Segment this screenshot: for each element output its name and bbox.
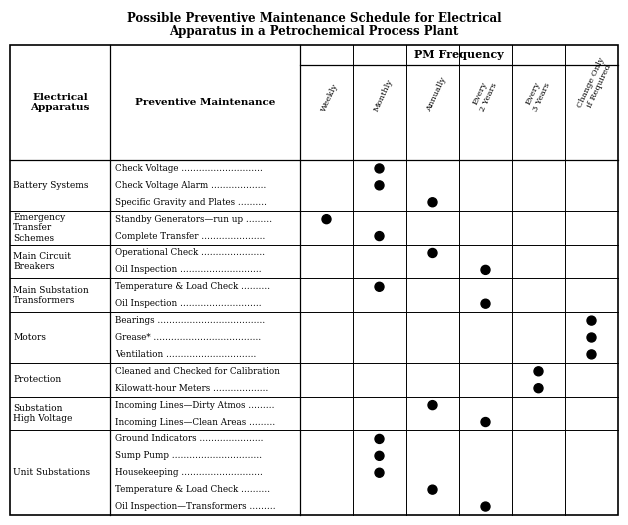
Circle shape	[375, 232, 384, 240]
Text: Kilowatt-hour Meters ……………….: Kilowatt-hour Meters ……………….	[115, 384, 268, 393]
Text: Weekly: Weekly	[319, 81, 339, 112]
Text: Monthly: Monthly	[372, 77, 394, 112]
Circle shape	[481, 299, 490, 308]
Text: Standby Generators—run up ………: Standby Generators—run up ………	[115, 215, 272, 224]
Text: Oil Inspection ……………………….: Oil Inspection ……………………….	[115, 299, 261, 308]
Text: Substation
High Voltage: Substation High Voltage	[13, 404, 72, 423]
Circle shape	[534, 384, 543, 393]
Text: Preventive Maintenance: Preventive Maintenance	[135, 98, 275, 107]
Text: Oil Inspection ……………………….: Oil Inspection ……………………….	[115, 265, 261, 275]
Text: Ventilation ………………………….: Ventilation ………………………….	[115, 350, 256, 359]
Text: Incoming Lines—Dirty Atmos ………: Incoming Lines—Dirty Atmos ………	[115, 401, 274, 410]
Text: PM Frequency: PM Frequency	[414, 49, 504, 60]
Text: Cleaned and Checked for Calibration: Cleaned and Checked for Calibration	[115, 367, 280, 376]
Text: Possible Preventive Maintenance Schedule for Electrical: Possible Preventive Maintenance Schedule…	[127, 12, 501, 25]
Text: Grease* ……………………………….: Grease* ……………………………….	[115, 333, 261, 342]
Circle shape	[322, 215, 331, 224]
Text: Main Substation
Transformers: Main Substation Transformers	[13, 286, 89, 305]
Circle shape	[375, 181, 384, 190]
Text: Complete Transfer ………………….: Complete Transfer ………………….	[115, 232, 265, 240]
Text: Ground Indicators ………………….: Ground Indicators ………………….	[115, 434, 263, 444]
Text: Main Circuit
Breakers: Main Circuit Breakers	[13, 251, 71, 271]
Text: Every
2 Years: Every 2 Years	[470, 77, 499, 112]
Circle shape	[375, 164, 384, 173]
Text: Check Voltage Alarm ……………….: Check Voltage Alarm ……………….	[115, 181, 266, 190]
Circle shape	[375, 468, 384, 477]
Bar	[10, 45, 618, 515]
Circle shape	[534, 367, 543, 376]
Circle shape	[481, 417, 490, 426]
Text: Battery Systems: Battery Systems	[13, 181, 89, 190]
Text: Electrical
Apparatus: Electrical Apparatus	[30, 93, 90, 112]
Text: Incoming Lines—Clean Areas ………: Incoming Lines—Clean Areas ………	[115, 417, 275, 426]
Text: Unit Substations: Unit Substations	[13, 468, 90, 477]
Circle shape	[481, 265, 490, 275]
Text: Bearings ……………………………….: Bearings ……………………………….	[115, 316, 265, 325]
Text: Check Voltage ……………………….: Check Voltage ……………………….	[115, 164, 263, 173]
Circle shape	[587, 316, 596, 325]
Text: Change Only
if Required: Change Only if Required	[576, 56, 615, 112]
Text: Sump Pump ………………………….: Sump Pump ………………………….	[115, 452, 262, 460]
Circle shape	[428, 401, 437, 410]
Text: Specific Gravity and Plates ……….: Specific Gravity and Plates ……….	[115, 198, 267, 207]
Text: Oil Inspection—Transformers ………: Oil Inspection—Transformers ………	[115, 502, 276, 511]
Text: Annually: Annually	[425, 76, 448, 112]
Text: Motors: Motors	[13, 333, 46, 342]
Circle shape	[428, 198, 437, 207]
Circle shape	[587, 350, 596, 359]
Text: Every
3 Years: Every 3 Years	[523, 77, 551, 112]
Text: Temperature & Load Check ……….: Temperature & Load Check ……….	[115, 282, 270, 291]
Circle shape	[375, 452, 384, 460]
Text: Temperature & Load Check ……….: Temperature & Load Check ……….	[115, 485, 270, 494]
Text: Emergency
Transfer
Schemes: Emergency Transfer Schemes	[13, 213, 65, 243]
Circle shape	[481, 502, 490, 511]
Circle shape	[375, 434, 384, 444]
Circle shape	[428, 485, 437, 494]
Circle shape	[587, 333, 596, 342]
Text: Housekeeping ……………………….: Housekeeping ……………………….	[115, 468, 263, 477]
Circle shape	[428, 248, 437, 257]
Text: Operational Check ………………….: Operational Check ………………….	[115, 248, 265, 257]
Circle shape	[375, 282, 384, 291]
Text: Apparatus in a Petrochemical Process Plant: Apparatus in a Petrochemical Process Pla…	[170, 26, 458, 38]
Text: Protection: Protection	[13, 375, 62, 384]
